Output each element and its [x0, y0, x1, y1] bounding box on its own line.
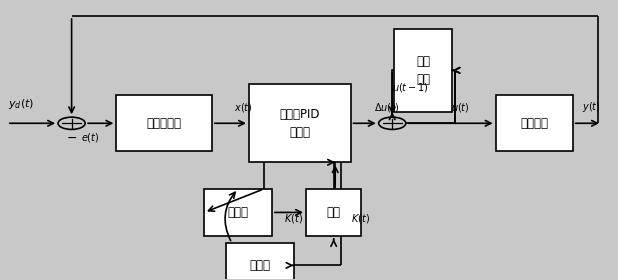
Text: 传递
函数: 传递 函数	[416, 55, 430, 86]
Bar	[204, 189, 272, 236]
Text: $\Delta u(t)$: $\Delta u(t)$	[374, 101, 399, 113]
Text: 自适应PID
控制器: 自适应PID 控制器	[279, 108, 320, 139]
Bar	[496, 95, 573, 151]
Bar	[116, 95, 212, 151]
Text: 状态转换器: 状态转换器	[146, 117, 182, 130]
Text: −: −	[66, 132, 77, 145]
Text: 补偿: 补偿	[327, 206, 341, 219]
Bar	[394, 29, 452, 112]
Text: $u(t-1)$: $u(t-1)$	[392, 81, 429, 94]
Text: $y(t)$: $y(t)$	[582, 99, 601, 113]
Bar	[306, 189, 362, 236]
Text: $e(t)$: $e(t)$	[81, 131, 99, 144]
Text: $y_d(t)$: $y_d(t)$	[8, 97, 35, 111]
Text: $K(t)$: $K(t)$	[351, 212, 370, 225]
Text: 评价器: 评价器	[249, 259, 270, 272]
Text: 执行器: 执行器	[227, 206, 248, 219]
Text: 压电陶瓷: 压电陶瓷	[520, 117, 548, 130]
Bar	[249, 84, 350, 162]
Text: $K(t)$: $K(t)$	[284, 212, 303, 225]
Bar	[226, 243, 294, 280]
Text: $u(t)$: $u(t)$	[451, 101, 470, 113]
Text: $x(t)$: $x(t)$	[234, 101, 252, 113]
